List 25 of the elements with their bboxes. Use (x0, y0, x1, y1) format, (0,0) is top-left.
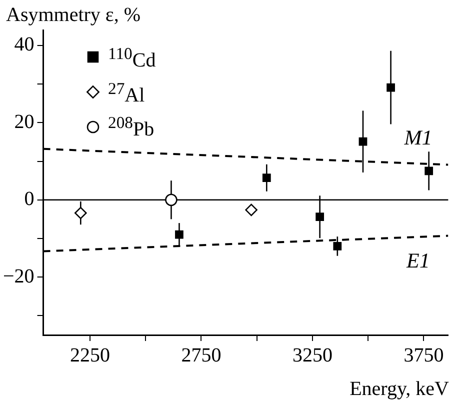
x-tick-label: 2250 (70, 344, 110, 366)
y-tick-label: −20 (3, 265, 34, 288)
point (316, 212, 324, 222)
x-axis-title: Energy, keV (350, 378, 449, 401)
y-tick-label: 0 (24, 188, 34, 210)
point (245, 204, 258, 216)
point (165, 194, 178, 206)
point (424, 166, 434, 176)
point (74, 206, 87, 220)
y-tick-label: 20 (14, 110, 34, 133)
point (333, 242, 342, 250)
legend-label: $^{208}$Pb (108, 112, 154, 143)
point (358, 137, 368, 146)
legend-label: $^{110}$Cd (108, 43, 156, 74)
point (175, 230, 184, 239)
series-label: M1 (403, 125, 432, 150)
series-label: E1 (406, 248, 430, 272)
y-tick-label: 40 (14, 34, 34, 56)
point (262, 174, 271, 182)
y-axis-title: Asymmetry ε, % (6, 4, 140, 27)
legend-label: $^{27}$Al (108, 78, 145, 108)
x-tick-label: 3750 (404, 344, 444, 366)
x-tick-label: 2750 (181, 344, 222, 366)
point (386, 83, 395, 92)
x-tick-label: 3250 (292, 344, 332, 366)
